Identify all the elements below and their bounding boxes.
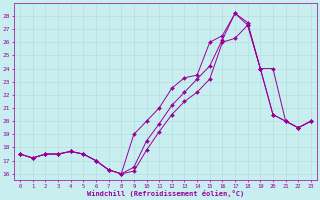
X-axis label: Windchill (Refroidissement éolien,°C): Windchill (Refroidissement éolien,°C)	[87, 190, 244, 197]
